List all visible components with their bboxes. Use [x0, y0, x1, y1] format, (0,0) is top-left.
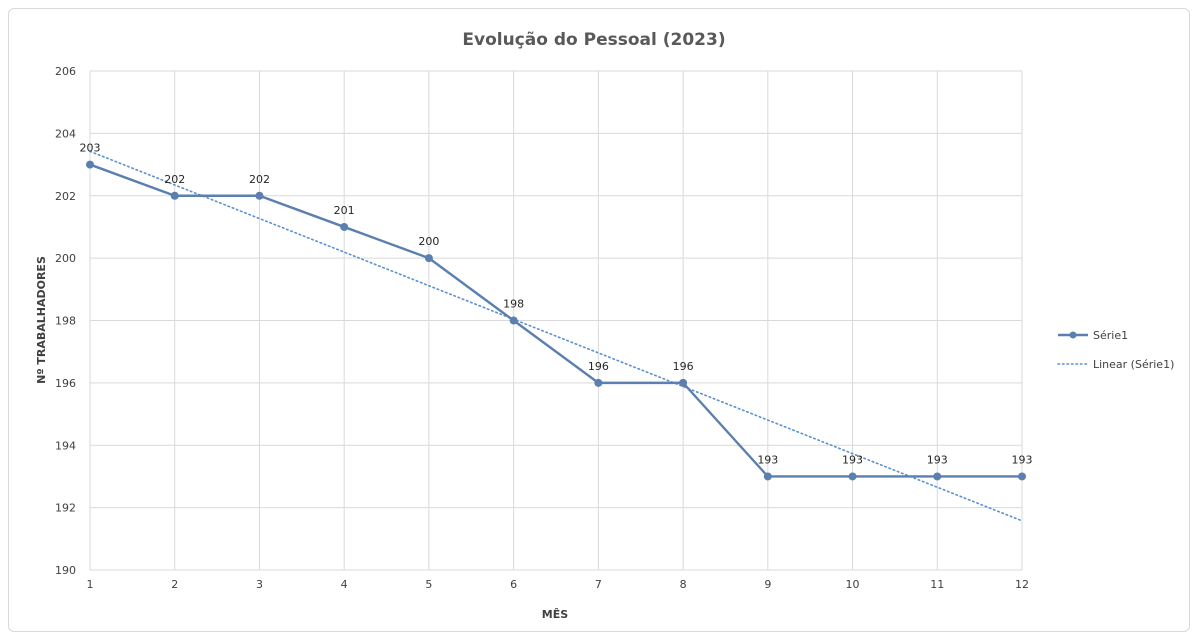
x-tick-label: 12 — [1015, 578, 1029, 591]
x-tick-label: 3 — [256, 578, 263, 591]
data-point-marker — [594, 378, 603, 387]
x-tick-label: 5 — [425, 578, 432, 591]
data-point-marker — [509, 316, 518, 325]
y-axis-title: Nº TRABALHADORES — [35, 256, 48, 384]
data-label: 201 — [334, 204, 355, 217]
x-tick-label: 1 — [87, 578, 94, 591]
x-tick-label: 7 — [595, 578, 602, 591]
x-tick-label: 4 — [341, 578, 348, 591]
series-group — [86, 160, 1026, 481]
data-point-marker — [340, 222, 349, 231]
data-label: 193 — [842, 453, 863, 466]
x-axis-title: MÊS — [542, 608, 568, 621]
data-point-marker — [255, 191, 264, 200]
data-label: 203 — [80, 142, 101, 155]
legend-label-trend[interactable]: Linear (Série1) — [1093, 358, 1174, 371]
x-tick-label: 9 — [764, 578, 771, 591]
legend[interactable]: Série1 Linear (Série1) — [1057, 329, 1174, 371]
data-point-marker — [933, 472, 942, 481]
data-label: 193 — [1012, 453, 1033, 466]
data-point-marker — [848, 472, 857, 481]
chart-title: Evolução do Pessoal (2023) — [462, 30, 725, 50]
y-tick-label: 192 — [55, 502, 76, 515]
data-label: 196 — [673, 360, 694, 373]
data-label: 193 — [927, 453, 948, 466]
y-tick-label: 198 — [55, 315, 76, 328]
data-point-marker — [86, 160, 94, 169]
gridlines — [89, 70, 1023, 571]
data-label: 200 — [418, 235, 439, 248]
data-label: 198 — [503, 298, 524, 311]
x-tick-label: 6 — [510, 578, 517, 591]
y-axis-ticks: 190 192 194 196 198 200 202 204 206 — [55, 65, 76, 577]
trendline-linear — [89, 150, 1023, 522]
trendline — [89, 150, 1023, 522]
data-point-marker — [170, 191, 179, 200]
y-tick-label: 200 — [55, 252, 76, 265]
y-tick-label: 196 — [55, 377, 76, 390]
data-label: 202 — [249, 173, 270, 186]
y-tick-label: 206 — [55, 65, 76, 78]
data-labels: 203 202 202 201 200 198 196 196 193 193 193 193 — [80, 142, 1033, 467]
data-label: 196 — [588, 360, 609, 373]
data-point-marker — [424, 254, 433, 263]
x-tick-label: 10 — [846, 578, 860, 591]
data-point-marker — [679, 378, 688, 387]
x-tick-label: 8 — [680, 578, 687, 591]
legend-label-serie1[interactable]: Série1 — [1093, 329, 1128, 342]
x-tick-label: 2 — [171, 578, 178, 591]
series-line-serie1 — [89, 163, 1022, 478]
legend-marker-serie1 — [1069, 331, 1077, 339]
data-point-marker — [763, 472, 772, 481]
y-tick-label: 202 — [55, 190, 76, 203]
y-tick-label: 204 — [55, 127, 76, 140]
x-tick-label: 11 — [930, 578, 944, 591]
y-tick-label: 194 — [55, 439, 76, 452]
data-point-marker — [1018, 472, 1026, 481]
y-tick-label: 190 — [55, 564, 76, 577]
data-label: 202 — [164, 173, 185, 186]
x-axis-ticks: 1 2 3 4 5 6 7 8 9 10 11 12 — [87, 578, 1030, 591]
data-label: 193 — [757, 453, 778, 466]
